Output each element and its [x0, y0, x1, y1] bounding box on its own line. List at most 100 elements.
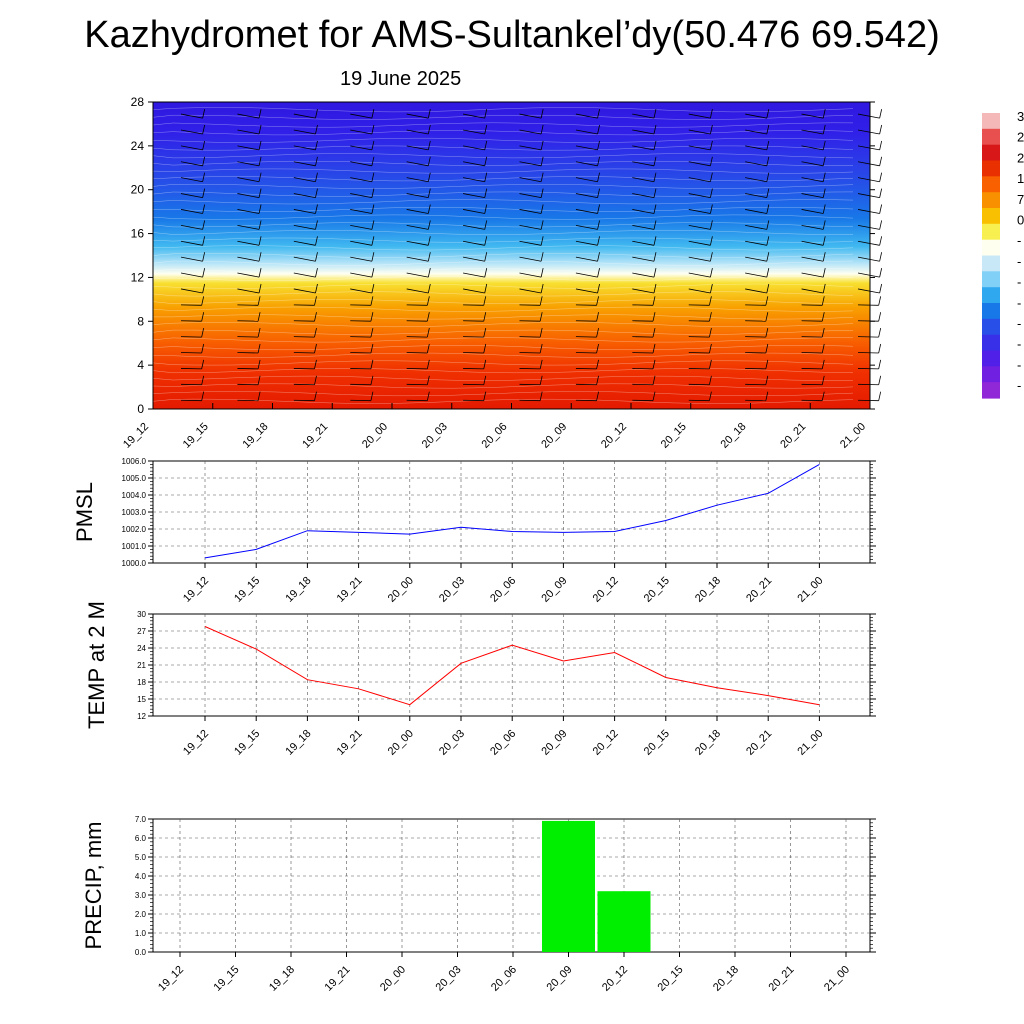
wind-barb: [519, 240, 542, 246]
wind-barb-feather: [202, 220, 206, 230]
wind-barb: [180, 177, 203, 183]
isoline: [152, 191, 854, 197]
wind-barb: [688, 177, 711, 183]
wind-barb-feather: [710, 188, 713, 198]
wind-barb: [406, 209, 429, 214]
wind-barb: [237, 193, 260, 199]
wind-barb: [745, 288, 767, 294]
wind-barb: [801, 288, 824, 294]
x-tick-label: 20_18: [719, 421, 749, 451]
wind-barb: [519, 272, 542, 278]
wind-barb: [180, 161, 203, 167]
y-tick-label: 4: [137, 358, 144, 372]
wind-barb-feather: [371, 236, 375, 246]
wind-barb-feather: [653, 124, 657, 135]
wind-barb-feather: [201, 343, 205, 354]
x-tick-label: 20_06: [489, 964, 519, 994]
wind-barb: [688, 161, 711, 167]
x-tick-label: 19_12: [121, 421, 151, 451]
wind-barb-feather: [371, 204, 375, 214]
wind-barb-feather: [258, 268, 262, 278]
wind-barb-feather: [652, 312, 656, 322]
wind-barb-feather: [710, 283, 713, 294]
wind-barb-feather: [710, 140, 713, 151]
wind-barb: [293, 272, 316, 278]
y-tick-label: 15: [137, 695, 146, 704]
wind-barb-feather: [258, 188, 262, 198]
wind-barb-feather: [314, 391, 317, 401]
wind-barb-feather: [597, 252, 600, 262]
wind-barb-feather: [483, 296, 487, 306]
wind-barb-feather: [371, 124, 375, 135]
wind-barb-feather: [257, 328, 261, 338]
wind-barb: [688, 209, 711, 214]
wind-barb: [519, 161, 542, 167]
wind-barb: [632, 224, 655, 230]
wind-barb: [180, 193, 203, 199]
wind-barb-feather: [540, 283, 544, 294]
wind-barb-feather: [821, 391, 825, 401]
wind-barb-feather: [315, 124, 318, 135]
wind-barb-feather: [201, 312, 205, 322]
wind-barb-feather: [427, 109, 431, 119]
x-tick-label: 20_15: [642, 575, 672, 605]
wind-barb: [801, 145, 824, 151]
wind-barb: [350, 272, 372, 278]
wind-barb: [745, 161, 767, 167]
wind-barb: [293, 161, 316, 167]
wind-barb-feather: [202, 236, 206, 246]
wind-barb-feather: [314, 375, 317, 385]
wind-barb: [180, 113, 203, 119]
wind-barb-feather: [484, 188, 488, 198]
wind-barb-feather: [314, 296, 317, 306]
x-tick-label: 19_15: [181, 421, 211, 451]
wind-barb: [180, 129, 203, 135]
wind-barb-feather: [596, 328, 599, 338]
wind-barb: [688, 129, 711, 135]
wind-barb: [801, 272, 824, 278]
wind-barb: [350, 240, 372, 246]
isoline: [152, 352, 854, 358]
wind-barb: [575, 224, 598, 230]
wind-barb: [632, 288, 655, 294]
wind-barb: [632, 209, 655, 214]
wind-barb: [406, 129, 429, 135]
x-tick-label: 20_03: [420, 421, 450, 451]
wind-barb-feather: [201, 328, 205, 338]
wind-barb: [688, 256, 711, 262]
wind-barb-feather: [822, 252, 826, 262]
isoline: [152, 260, 854, 266]
wind-barb: [519, 145, 542, 151]
y-tick-label: 1000.0: [122, 559, 147, 568]
wind-barb: [575, 272, 598, 278]
isoline: [152, 329, 854, 335]
wind-barb-feather: [653, 156, 657, 166]
wind-barb: [688, 224, 711, 230]
wind-barb-feather: [822, 204, 826, 214]
wind-barb-feather: [596, 391, 599, 401]
wind-barb: [463, 177, 485, 183]
wind-barb-feather: [710, 252, 713, 262]
colorbar-swatch: [982, 303, 1000, 320]
wind-barb-feather: [878, 359, 882, 369]
wind-barb-feather: [258, 204, 262, 214]
wind-barb: [632, 113, 655, 119]
wind-barb-feather: [766, 283, 770, 294]
colorbar-swatch: [982, 287, 1000, 304]
wind-barb: [857, 129, 880, 135]
wind-barb: [180, 224, 203, 230]
isoline: [152, 230, 854, 235]
colorbar-swatch: [982, 113, 1000, 130]
wind-barb-feather: [483, 328, 487, 338]
wind-barb-feather: [653, 252, 657, 262]
isoline: [153, 207, 854, 212]
wind-barb: [575, 193, 598, 199]
wind-barb: [180, 240, 203, 246]
wind-barb: [688, 145, 711, 151]
x-tick-label: 20_15: [642, 728, 672, 758]
wind-barb-feather: [653, 283, 657, 294]
isoline: [152, 145, 854, 151]
wind-barb-feather: [766, 109, 770, 119]
wind-barb: [519, 209, 542, 214]
wind-barb-feather: [821, 328, 825, 338]
